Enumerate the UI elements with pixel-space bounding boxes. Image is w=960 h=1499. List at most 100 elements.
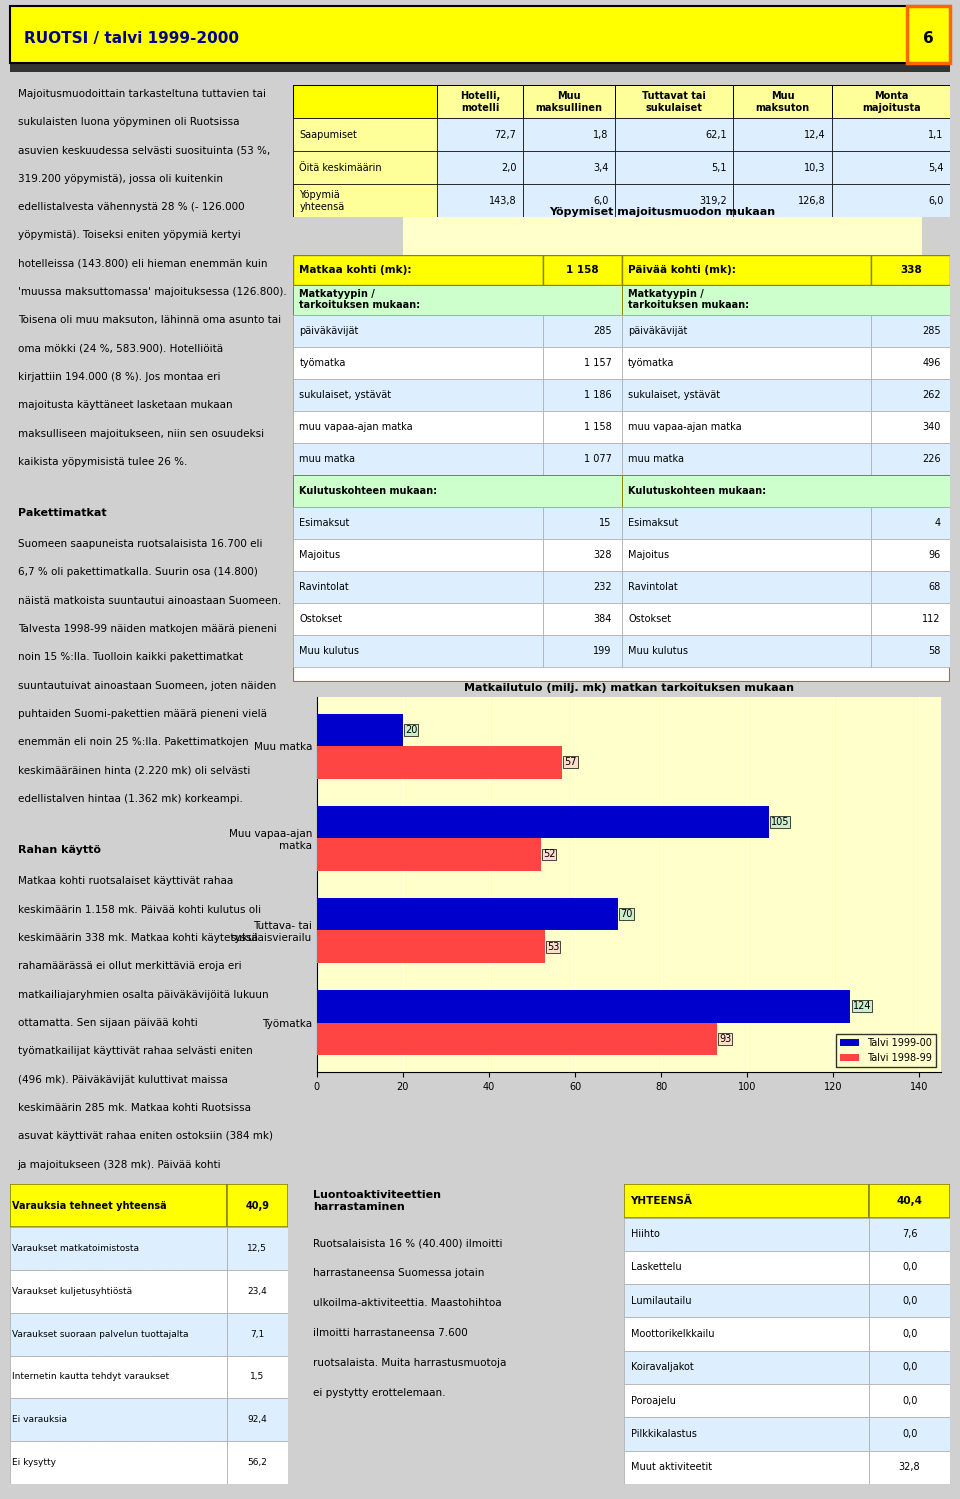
Text: Varaukset kuljetusyhtiöstä: Varaukset kuljetusyhtiöstä [12, 1286, 132, 1295]
Bar [869, 1285, 950, 1318]
Bar [624, 1318, 869, 1351]
Text: Koiravaljakot: Koiravaljakot [631, 1363, 693, 1373]
Text: 96: 96 [928, 550, 941, 561]
Text: yöpymistä). Toiseksi eniten yöpymiä kertyi: yöpymistä). Toiseksi eniten yöpymiä kert… [17, 231, 240, 240]
Text: asuvat käyttivät rahaa eniten ostoksiin (384 mk): asuvat käyttivät rahaa eniten ostoksiin … [17, 1132, 273, 1141]
Bar [317, 838, 540, 871]
Bar [624, 1217, 869, 1250]
Bar [733, 151, 832, 184]
Bar [10, 1313, 227, 1355]
FancyBboxPatch shape [293, 255, 950, 682]
Text: 52: 52 [542, 850, 555, 859]
Text: Ostokset: Ostokset [628, 615, 671, 624]
Text: 6,0: 6,0 [928, 196, 944, 205]
Text: Sen sijaan vapaa-ajan matkalla olleiden kulutus: Sen sijaan vapaa-ajan matkalla olleiden … [17, 1381, 268, 1391]
Text: rahamäärässä ei ollut merkittäviä eroja eri: rahamäärässä ei ollut merkittäviä eroja … [17, 961, 241, 971]
Bar [615, 151, 733, 184]
Text: 285: 285 [922, 325, 941, 336]
Bar [293, 540, 542, 571]
Text: 328: 328 [593, 550, 612, 561]
Bar [227, 1355, 288, 1399]
Bar [869, 1250, 950, 1285]
Text: 'muussa maksuttomassa' majoituksessa (126.800).: 'muussa maksuttomassa' majoituksessa (12… [17, 286, 286, 297]
Bar [621, 346, 872, 379]
Text: Kulutuskohteen mukaan:: Kulutuskohteen mukaan: [300, 486, 438, 496]
Text: Saapumiset: Saapumiset [300, 130, 357, 139]
Text: työmatka: työmatka [628, 358, 675, 367]
Bar [621, 540, 872, 571]
Bar [227, 1270, 288, 1313]
Text: 0,0: 0,0 [901, 1363, 918, 1373]
Text: (496 mk). Päiväkävijät kuluttivat maissa: (496 mk). Päiväkävijät kuluttivat maissa [17, 1075, 228, 1085]
Bar [872, 379, 950, 411]
Text: Ostokset: Ostokset [300, 615, 343, 624]
Text: 56,2: 56,2 [248, 1459, 267, 1468]
Text: 23,4: 23,4 [248, 1286, 267, 1295]
Bar [438, 184, 523, 217]
Text: Esimaksut: Esimaksut [628, 519, 679, 528]
Text: näistä matkoista suuntautui ainoastaan Suomeen.: näistä matkoista suuntautui ainoastaan S… [17, 595, 281, 606]
Bar [872, 255, 950, 285]
Text: edellistalvesta vähennystä 28 % (- 126.000: edellistalvesta vähennystä 28 % (- 126.0… [17, 202, 244, 211]
Bar [624, 1418, 869, 1451]
Bar [10, 1184, 227, 1228]
Text: harrastaneensa Suomessa jotain: harrastaneensa Suomessa jotain [313, 1268, 485, 1279]
Legend: Talvi 1999-00, Talvi 1998-99: Talvi 1999-00, Talvi 1998-99 [836, 1034, 936, 1067]
Text: 40,9: 40,9 [246, 1201, 270, 1211]
Bar [293, 315, 542, 346]
Bar [621, 379, 872, 411]
Text: Talvesta 1998-99 näiden matkojen määrä pieneni: Talvesta 1998-99 näiden matkojen määrä p… [17, 624, 276, 634]
Bar [624, 1451, 869, 1484]
Bar [523, 118, 615, 151]
Text: Muu
maksuton: Muu maksuton [756, 91, 810, 112]
Text: Laskettelu: Laskettelu [631, 1262, 682, 1273]
Text: 0,0: 0,0 [901, 1295, 918, 1306]
Text: 7,6: 7,6 [901, 1229, 918, 1240]
Text: Muu
maksuton
21 %: Muu maksuton 21 % [460, 325, 510, 355]
Bar [621, 475, 950, 507]
Bar [733, 184, 832, 217]
Text: ruotsalaista. Muita harrastusmuotoja: ruotsalaista. Muita harrastusmuotoja [313, 1358, 507, 1369]
Bar [227, 1313, 288, 1355]
Text: Muu kulutus: Muu kulutus [300, 646, 359, 657]
Bar [293, 346, 542, 379]
Text: 5,1: 5,1 [711, 163, 727, 172]
Bar [542, 411, 622, 442]
Text: 12,4: 12,4 [804, 130, 826, 139]
Bar [621, 411, 872, 442]
Text: keskimäärin 1.158 mk. Päivää kohti kulutus oli: keskimäärin 1.158 mk. Päivää kohti kulut… [17, 904, 261, 914]
Bar [872, 540, 950, 571]
Bar [872, 603, 950, 636]
Wedge shape [508, 277, 648, 399]
Bar [624, 1285, 869, 1318]
Bar [293, 475, 621, 507]
Text: edellistalven hintaa (1.362 mk) korkeampi.: edellistalven hintaa (1.362 mk) korkeamp… [17, 794, 243, 803]
Text: 1 186: 1 186 [584, 390, 612, 400]
Bar [227, 1184, 288, 1228]
Text: Yöpymiä
yhteensä: Yöpymiä yhteensä [300, 190, 345, 211]
Text: asuvien keskuudessa selvästi suosituinta (53 %,: asuvien keskuudessa selvästi suosituinta… [17, 145, 270, 156]
Bar [869, 1318, 950, 1351]
Text: Hotelli
24 %: Hotelli 24 % [749, 285, 783, 304]
Bar [621, 507, 872, 540]
Text: 1,8: 1,8 [593, 130, 609, 139]
Text: 2,0: 2,0 [501, 163, 516, 172]
Bar [872, 346, 950, 379]
FancyBboxPatch shape [293, 85, 950, 217]
Text: 62,1: 62,1 [706, 130, 727, 139]
Text: Ei varauksia: Ei varauksia [12, 1415, 67, 1424]
Text: Tuttavat tai
sukulaiset
53 %: Tuttavat tai sukulaiset 53 % [588, 514, 648, 544]
Text: Pilkkikalastus: Pilkkikalastus [631, 1429, 696, 1439]
Text: Toisena oli muu maksuton, lähinnä oma asunto tai: Toisena oli muu maksuton, lähinnä oma as… [17, 315, 280, 325]
Bar [293, 442, 542, 475]
Bar [227, 1399, 288, 1441]
Text: laskettuna ostoksiin käytettiin keskimäärin 112: laskettuna ostoksiin käytettiin keskimää… [17, 1187, 266, 1198]
Bar [872, 507, 950, 540]
Bar [872, 636, 950, 667]
Text: sukulaiset, ystävät: sukulaiset, ystävät [628, 390, 720, 400]
Wedge shape [621, 276, 788, 522]
Text: Matkaa kohti ruotsalaiset käyttivät rahaa: Matkaa kohti ruotsalaiset käyttivät raha… [17, 877, 233, 886]
Text: 0,0: 0,0 [901, 1330, 918, 1339]
Bar [293, 285, 621, 315]
Bar [869, 1217, 950, 1250]
